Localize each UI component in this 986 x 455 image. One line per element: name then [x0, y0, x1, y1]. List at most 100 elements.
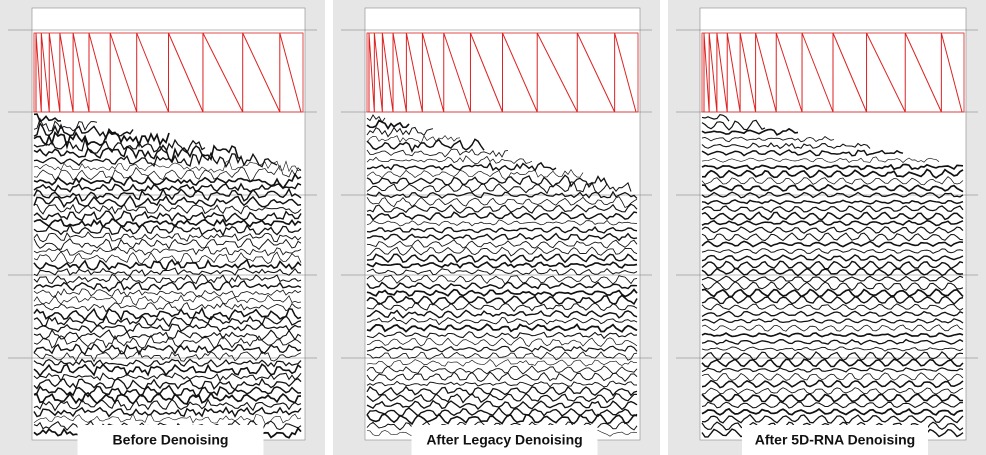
seismic-trace	[366, 135, 461, 145]
seismic-trace	[366, 239, 638, 249]
seismic-trace	[33, 413, 302, 425]
seismic-trace	[701, 226, 964, 234]
seismic-trace	[701, 163, 964, 171]
seismic-trace	[701, 379, 964, 389]
seismic-trace	[33, 294, 302, 306]
panel: Before Denoising	[0, 0, 325, 455]
seismic-trace	[33, 164, 302, 182]
seismic-trace	[701, 318, 964, 324]
caption-box	[742, 425, 928, 455]
seismic-trace	[701, 260, 964, 270]
seismic-trace	[366, 365, 638, 375]
seismic-trace	[701, 114, 730, 122]
seismic-trace	[33, 358, 302, 368]
seismic-trace	[366, 345, 638, 353]
seismic-trace	[33, 251, 302, 265]
seismic-trace	[366, 316, 638, 326]
seismic-trace	[366, 392, 637, 404]
seismic-trace	[366, 253, 638, 264]
seismic-trace	[701, 310, 964, 318]
seismic-trace	[33, 136, 206, 154]
seismic-trace	[701, 275, 964, 283]
seismic-trace	[366, 309, 638, 319]
seismic-trace	[33, 279, 302, 293]
seismic-trace	[366, 203, 638, 214]
caption: Before Denoising	[113, 432, 229, 448]
seismic-trace	[366, 190, 638, 199]
seismic-trace	[701, 407, 964, 417]
seismic-trace	[33, 334, 302, 349]
seismic-trace	[701, 267, 964, 277]
seismic-trace	[366, 148, 509, 158]
seismic-trace	[701, 372, 964, 382]
seismic-trace	[701, 199, 964, 205]
caption-box	[411, 425, 598, 455]
seismic-trace	[33, 203, 302, 215]
header-box	[366, 32, 639, 113]
seismic-trace	[33, 159, 302, 173]
seismic-trace	[701, 136, 835, 143]
seismic-trace	[33, 328, 302, 341]
seismic-trace	[33, 194, 302, 209]
seismic-trace	[366, 268, 638, 276]
seismic-trace	[33, 172, 302, 190]
seismic-trace	[33, 117, 98, 132]
seismic-trace	[701, 156, 940, 163]
seismic-trace	[33, 314, 302, 328]
seismic-trace	[33, 406, 302, 418]
seismic-trace	[366, 126, 434, 138]
seismic-trace	[366, 211, 638, 221]
seismic-trace	[366, 331, 638, 340]
seismic-trace	[366, 196, 638, 209]
seismic-trace	[366, 294, 638, 306]
seismic-trace	[366, 274, 638, 285]
seismic-trace	[33, 144, 242, 163]
seismic-trace	[33, 246, 302, 257]
seismic-trace	[33, 384, 302, 398]
seismic-trace	[701, 183, 964, 193]
seismic-trace	[701, 176, 964, 186]
seismic-trace	[33, 223, 302, 237]
seismic-trace	[701, 351, 964, 362]
seismic-trace	[701, 219, 964, 227]
seismic-trace	[701, 232, 964, 242]
seismic-trace	[701, 332, 964, 338]
seismic-trace	[701, 211, 964, 221]
seismic-trace	[33, 273, 302, 285]
seismic-trace	[701, 119, 766, 131]
seismic-trace	[33, 258, 302, 271]
seismic-trace	[366, 174, 608, 189]
seismic-trace	[701, 288, 964, 298]
seismic-trace	[33, 322, 301, 334]
seismic-trace	[33, 182, 302, 194]
seismic-trace	[366, 138, 485, 153]
seismic-trace	[33, 210, 302, 223]
seismic-trace	[33, 306, 302, 322]
seismic-trace	[701, 346, 964, 352]
seismic-trace	[366, 261, 638, 269]
seismic-trace	[366, 336, 638, 347]
seismic-trace	[366, 406, 638, 418]
seismic-trace	[33, 267, 302, 277]
seismic-trace	[33, 288, 302, 299]
seismic-trace	[701, 324, 964, 332]
seismic-trace	[701, 358, 964, 368]
seismic-trace	[33, 187, 302, 202]
seismic-trace	[701, 338, 964, 346]
seismic-trace	[701, 248, 964, 254]
seismic-trace	[366, 359, 638, 368]
seismic-trace	[33, 238, 302, 251]
seismic-trace	[33, 301, 302, 313]
header-box	[701, 32, 965, 113]
seismic-trace	[366, 351, 638, 361]
seismic-trace	[701, 240, 964, 248]
seismic-trace	[366, 412, 638, 426]
seismic-trace	[33, 130, 170, 150]
panel: After Legacy Denoising	[333, 0, 660, 455]
seismic-trace	[701, 303, 964, 311]
seismic-trace	[366, 399, 638, 411]
seismic-trace	[701, 281, 964, 291]
seismic-trace	[366, 302, 638, 313]
